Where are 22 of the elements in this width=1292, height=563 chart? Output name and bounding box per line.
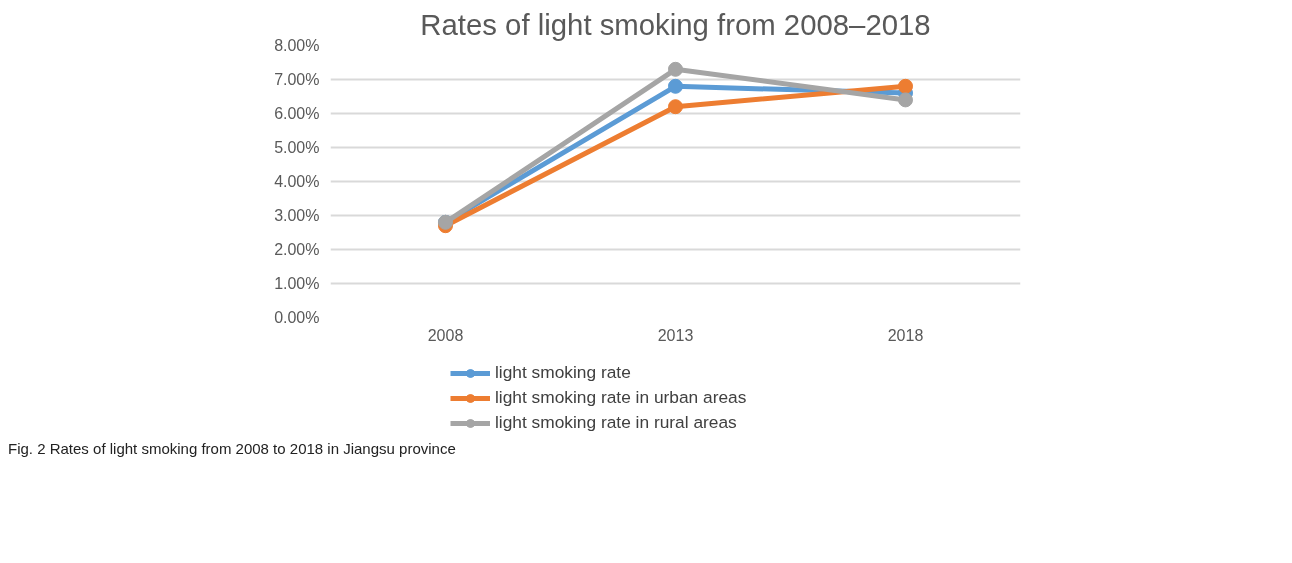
chart-title: Rates of light smoking from 2008–2018 <box>420 7 931 41</box>
caption: Fig. 2 Rates of light smoking from 2008 to 2018 in Jiangsu province <box>8 439 456 459</box>
point <box>668 78 683 94</box>
y-tick-label: 0.00% <box>274 309 320 326</box>
legend-label: light smoking rate in urban areas <box>495 387 747 408</box>
point <box>898 78 913 94</box>
y-tick-label: 3.00% <box>274 207 320 224</box>
x-tick-label: 2013 <box>657 326 694 344</box>
y-tick-label: 8.00% <box>274 37 320 54</box>
point <box>668 61 683 77</box>
y-tick-label: 4.00% <box>274 173 320 190</box>
legend-label: light smoking rate <box>495 362 631 383</box>
x-tick-label: 2008 <box>427 326 464 344</box>
x-tick-label: 2018 <box>887 326 924 344</box>
y-tick-label: 1.00% <box>274 275 320 292</box>
point <box>668 99 683 115</box>
y-tick-label: 6.00% <box>274 105 320 122</box>
y-tick-label: 7.00% <box>274 71 320 88</box>
y-tick-label: 5.00% <box>274 139 320 156</box>
legend-label: light smoking rate in rural areas <box>495 412 737 433</box>
y-tick-label: 2.00% <box>274 241 320 258</box>
point <box>898 92 913 108</box>
